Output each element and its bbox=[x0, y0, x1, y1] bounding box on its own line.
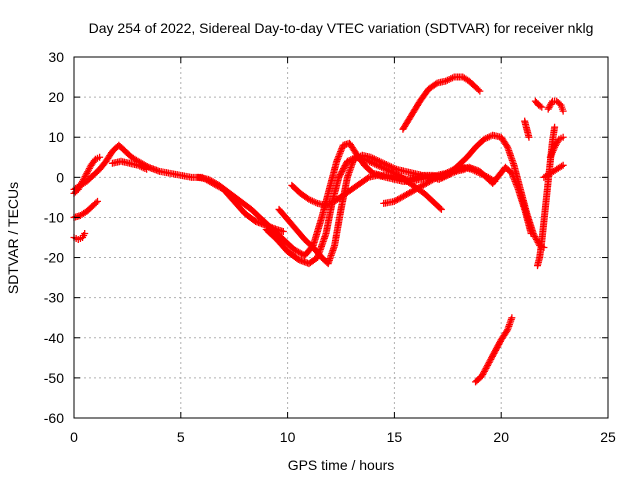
data-point-fill bbox=[484, 361, 492, 369]
data-point-fill bbox=[494, 342, 502, 350]
data-point-fill bbox=[363, 174, 371, 182]
data-point-fill bbox=[548, 99, 556, 107]
y-tick-label: -40 bbox=[44, 330, 64, 346]
series-arc-m bbox=[521, 117, 533, 141]
data-point bbox=[484, 360, 492, 368]
ticks-layer: 0 5 10 15 20 25 30 20 10 0 -10 -20 -30 -40 -50 -60 bbox=[44, 49, 616, 445]
series-arc-q bbox=[546, 133, 567, 161]
data-point-fill bbox=[495, 340, 503, 348]
data-point bbox=[551, 123, 559, 131]
data-point-fill bbox=[479, 370, 487, 378]
data-point bbox=[143, 165, 151, 173]
data-point bbox=[491, 348, 499, 356]
data-point-fill bbox=[503, 142, 511, 150]
data-point bbox=[93, 197, 101, 205]
data-point-fill bbox=[480, 367, 488, 375]
data-point-fill bbox=[493, 343, 501, 351]
data-point-fill bbox=[486, 357, 494, 365]
data-point-fill bbox=[531, 232, 539, 240]
data-point-fill bbox=[503, 327, 511, 335]
data-point bbox=[81, 229, 89, 237]
data-point-fill bbox=[474, 86, 482, 94]
y-tick-label: 0 bbox=[56, 169, 64, 185]
data-point-fill bbox=[432, 80, 440, 88]
y-tick-label: -50 bbox=[44, 370, 64, 386]
y-tick-label: -20 bbox=[44, 250, 64, 266]
y-tick-label: -60 bbox=[44, 410, 64, 426]
series-layer bbox=[70, 73, 567, 386]
data-point-fill bbox=[550, 145, 558, 153]
data-point bbox=[546, 153, 554, 161]
series-arc-d bbox=[70, 229, 89, 244]
data-point-fill bbox=[492, 346, 500, 354]
x-tick-label: 25 bbox=[600, 429, 616, 445]
data-point-fill bbox=[482, 364, 490, 372]
x-tick-label: 10 bbox=[280, 429, 296, 445]
data-point-fill bbox=[485, 358, 493, 366]
y-tick-label: 10 bbox=[48, 129, 64, 145]
data-point bbox=[437, 205, 445, 213]
chart-title: Day 254 of 2022, Sidereal Day-to-day VTE… bbox=[89, 20, 594, 36]
x-tick-label: 0 bbox=[70, 429, 78, 445]
data-point-fill bbox=[549, 147, 557, 155]
data-point-fill bbox=[548, 150, 556, 158]
series-arc-p bbox=[544, 97, 567, 115]
series-arc-l bbox=[472, 314, 516, 386]
data-point-fill bbox=[536, 102, 544, 110]
data-point-fill bbox=[490, 349, 498, 357]
x-tick-label: 5 bbox=[177, 429, 185, 445]
x-axis-label: GPS time / hours bbox=[288, 457, 395, 473]
data-point bbox=[527, 229, 535, 237]
data-point bbox=[559, 107, 567, 115]
data-point bbox=[559, 161, 567, 169]
series-arc-e bbox=[108, 157, 151, 173]
x-tick-label: 20 bbox=[493, 429, 509, 445]
data-point-fill bbox=[547, 152, 555, 160]
data-point-fill bbox=[488, 352, 496, 360]
plot-frame bbox=[73, 56, 609, 419]
data-point-fill bbox=[558, 162, 566, 170]
data-point bbox=[508, 314, 516, 322]
data-point-fill bbox=[481, 366, 489, 374]
data-point-fill bbox=[532, 234, 540, 242]
y-axis-label: SDTVAR / TECUs bbox=[5, 182, 21, 294]
data-point-fill bbox=[548, 148, 556, 156]
y-tick-label: -30 bbox=[44, 290, 64, 306]
data-point-fill bbox=[480, 369, 488, 377]
data-point bbox=[279, 227, 287, 235]
data-point-fill bbox=[436, 204, 444, 212]
series-arc-o bbox=[534, 123, 559, 270]
data-point bbox=[559, 133, 567, 141]
y-tick-label: 20 bbox=[48, 89, 64, 105]
data-point-fill bbox=[496, 339, 504, 347]
data-point-fill bbox=[488, 354, 496, 362]
data-point bbox=[476, 87, 484, 95]
data-point-fill bbox=[483, 363, 491, 371]
data-point-fill bbox=[489, 351, 497, 359]
y-tick-label: 30 bbox=[48, 49, 64, 65]
data-point bbox=[525, 133, 533, 141]
series-arc-j bbox=[380, 163, 535, 237]
data-point-fill bbox=[487, 355, 495, 363]
data-point-fill bbox=[492, 345, 500, 353]
series-arc-n bbox=[531, 97, 546, 111]
series-arc-k bbox=[399, 73, 484, 133]
data-point bbox=[478, 372, 486, 380]
data-point-fill bbox=[92, 199, 100, 207]
x-tick-label: 15 bbox=[387, 429, 403, 445]
data-point bbox=[538, 103, 546, 111]
data-point bbox=[96, 153, 104, 161]
data-point-fill bbox=[432, 174, 440, 182]
y-tick-label: -10 bbox=[44, 209, 64, 225]
series-arc-r bbox=[540, 161, 567, 181]
